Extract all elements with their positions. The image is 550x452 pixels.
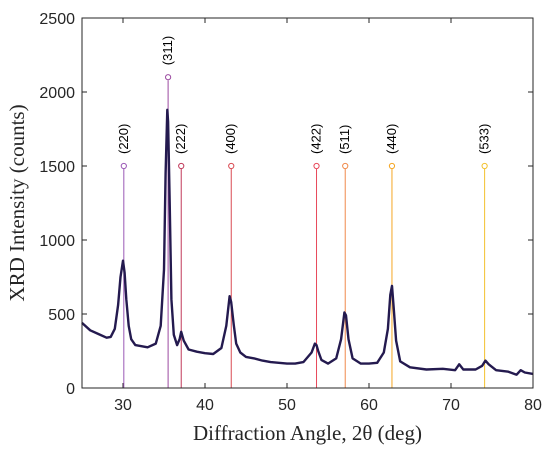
y-axis-label: XRD Intensity (counts) (5, 104, 29, 301)
reference-marker (228, 162, 235, 170)
peak-label: (222) (173, 124, 188, 154)
peak-label: (422) (309, 124, 324, 154)
x-axis-label: Diffraction Angle, 2θ (deg) (193, 421, 422, 445)
x-tick-label: 60 (360, 397, 378, 414)
plot-frame (81, 17, 534, 389)
y-tick-label: 500 (48, 307, 75, 324)
x-tick-label: 40 (196, 397, 214, 414)
peak-label: (533) (477, 124, 492, 154)
reference-marker (178, 162, 185, 170)
y-tick-label: 2500 (39, 11, 75, 28)
y-axis-ticks: 0 500 1000 1500 2000 2500 (39, 11, 533, 398)
x-tick-label: 50 (278, 397, 296, 414)
peak-labels: (220) (311) (222) (400) (422) (511) (440) (533) (116, 36, 492, 154)
reference-marker (120, 162, 127, 170)
peak-label: (400) (223, 124, 238, 154)
reference-marker (165, 74, 172, 81)
x-tick-label: 70 (442, 397, 460, 414)
y-tick-label: 0 (66, 381, 75, 398)
x-tick-label: 30 (114, 397, 132, 414)
peak-label: (220) (116, 124, 131, 154)
y-tick-label: 1500 (39, 159, 75, 176)
reference-marker (313, 162, 320, 170)
series-line (81, 108, 534, 376)
peak-label: (311) (160, 36, 175, 65)
y-tick-label: 1000 (39, 233, 75, 250)
reference-marker (481, 162, 488, 170)
reference-marker (388, 162, 396, 170)
peak-label: (440) (384, 124, 399, 154)
peak-label: (511) (337, 125, 352, 154)
x-tick-label: 80 (524, 397, 542, 414)
x-axis-ticks: 30 40 50 60 70 80 (114, 18, 542, 414)
y-tick-label: 2000 (39, 85, 75, 102)
data-series (81, 108, 534, 376)
reference-marker (342, 162, 349, 170)
